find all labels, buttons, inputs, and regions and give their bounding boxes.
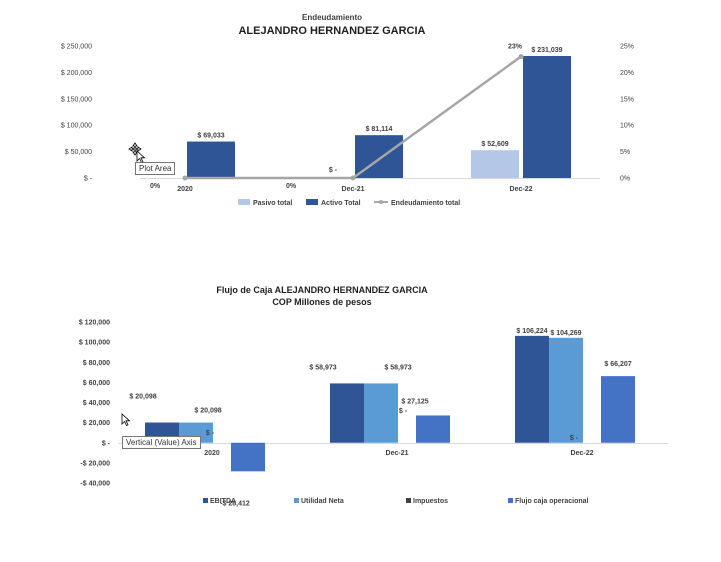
value-axis-tooltip: Vertical (Value) Axis [122,436,201,449]
chart2-legend-swatch [294,498,299,503]
move-cursor-icon [128,142,142,156]
chart2-data-label: $ 104,269 [550,330,581,337]
chart2-data-label: $ 20,098 [194,408,221,415]
chart1-bars[interactable] [187,56,571,178]
chart1-data-label: $ 231,039 [531,47,562,54]
chart1-data-label: $ 81,114 [366,126,393,133]
chart2-tick-label: $ 100,000 [79,340,110,347]
chart1-line[interactable] [182,54,524,181]
chart2-bar-flujo-caja-operacional[interactable] [231,442,265,472]
chart2-value-axis[interactable]: $ 120,000 $ 100,000 $ 80,000 $ 60,000 $ 40,0… [79,320,111,488]
chart2-tick-label: $ 80,000 [83,360,110,367]
chart2-tick-label: $ 40,000 [83,400,110,407]
chart2-bar-utilidad-neta[interactable] [549,337,583,443]
chart2-legend-label: Impuestos [413,498,448,505]
chart2-title: Flujo de Caja ALEJANDRO HERNANDEZ GARCIA [216,285,428,295]
chart2-bar-ebitda[interactable] [330,383,364,443]
chart2-data-label: $ 20,098 [129,394,156,401]
chart1-bar-pasivo-total[interactable] [471,150,519,178]
chart2-bar-ebitda[interactable] [515,335,549,443]
chart1-left-tick-label: $ 150,000 [61,96,92,103]
chart2-data-labels: $ 20,098 $ 20,098 $ - -$ 28,412 $ 58,973 $ 58… [129,328,631,507]
chart2-legend[interactable]: EBITDA Utilidad Neta Impuestos Flujo caja o… [203,498,589,505]
chart2-category-label: Dec-22 [571,450,594,457]
chart2-subtitle: COP Millones de pesos [272,297,371,307]
chart2-category-label: 2020 [204,450,220,457]
chart2-data-label: $ 58,973 [384,364,411,371]
chart1-data-label: $ - [329,167,338,174]
chart1-left-tick-label: $ 100,000 [61,123,92,130]
chart1-legend[interactable]: Pasivo total Activo Total Endeudamiento to… [238,199,460,207]
chart1-right-tick-label: 10% [620,123,634,130]
chart1-title: Endeudamiento [302,13,362,22]
chart1-left-axis[interactable]: $ 250,000 $ 200,000 $ 150,000 $ 100,000 $ 50… [61,44,93,183]
chart2-category-label: Dec-21 [386,450,409,457]
chart1-right-tick-label: 5% [620,149,630,156]
chart1-right-tick-label: 0% [620,176,630,183]
chart1-left-tick-label: $ - [84,176,93,183]
pointer-cursor-icon [136,150,146,164]
chart1-subtitle: ALEJANDRO HERNANDEZ GARCIA [238,25,425,37]
chart2-category-labels: 2020 Dec-21 Dec-22 [204,450,593,457]
chart2-data-label: $ 106,224 [516,328,547,335]
chart1-category-labels: 2020 Dec-21 Dec-22 [177,186,532,193]
chart1-legend-line-marker [379,200,383,204]
chart2-legend-swatch [203,498,208,503]
chart1-right-tick-label: 25% [620,44,634,51]
chart2-tick-label: $ 120,000 [79,320,110,327]
chart2-tick-label: $ 60,000 [83,380,110,387]
chart1-bar-activo-total[interactable] [187,141,235,178]
chart1-left-tick-label: $ 200,000 [61,70,92,77]
chart1-category-label: Dec-22 [510,186,533,193]
chart1-line-point[interactable] [350,175,356,181]
chart2-data-label: $ 27,125 [401,398,428,405]
chart2-bars[interactable] [145,335,635,472]
chart2-data-label: $ - [570,435,579,442]
plot-area-tooltip: Plot Area [135,162,176,175]
chart2-data-label: $ 66,207 [604,361,631,368]
chart2-legend-label: Flujo caja operacional [515,498,589,505]
chart1-data-labels: $ 69,033 $ - $ 81,114 $ 52,609 $ 231,039 0% 0%… [150,44,563,190]
chart1-legend-swatch [306,199,318,205]
chart2-tick-label: $ - [102,440,111,447]
chart2-data-label: $ - [399,408,408,415]
chart1-data-label: $ 69,033 [197,133,224,140]
chart1-line-label: 0% [286,183,297,190]
chart1-legend-label: Activo Total [321,200,361,207]
chart2-bar-flujo-caja-operacional[interactable] [416,415,450,443]
chart2-data-label: -$ 28,412 [220,500,250,507]
chart1-line-label: 0% [150,183,161,190]
chart2-legend-label: Utilidad Neta [301,498,344,505]
chart1-bar-activo-total[interactable] [523,56,571,178]
chart2-tick-label: -$ 40,000 [80,481,110,488]
chart2-tick-label: -$ 20,000 [80,460,110,467]
chart1-legend-label: Pasivo total [253,200,292,207]
chart1-line-label: 23% [508,44,523,51]
chart2-bar-utilidad-neta[interactable] [364,383,398,443]
chart1-right-tick-label: 15% [620,96,634,103]
chart1-line-point[interactable] [182,175,188,181]
chart2-legend-label: EBITDA [210,498,236,505]
chart1-line-point[interactable] [518,54,524,60]
chart2-tick-label: $ 20,000 [83,420,110,427]
chart2[interactable]: Flujo de Caja ALEJANDRO HERNANDEZ GARCIA… [79,285,668,507]
chart2-data-label: $ 58,973 [309,364,336,371]
chart1-category-label: 2020 [177,186,193,193]
chart2-legend-swatch [508,498,513,503]
chart1-legend-swatch [238,199,250,205]
pointer-cursor-icon [121,413,131,427]
chart1-left-tick-label: $ 50,000 [65,149,92,156]
chart1-legend-label: Endeudamiento total [391,200,460,207]
chart1-endeudamiento-line[interactable] [185,55,522,180]
chart2-legend-swatch [406,498,411,503]
chart1[interactable]: Endeudamiento ALEJANDRO HERNANDEZ GARCIA… [61,13,634,207]
chart1-right-axis[interactable]: 25% 20% 15% 10% 5% 0% [620,44,634,183]
chart1-right-tick-label: 20% [620,70,634,77]
chart1-left-tick-label: $ 250,000 [61,44,92,51]
chart2-bar-flujo-caja-operacional[interactable] [601,376,635,443]
chart1-data-label: $ 52,609 [481,141,508,148]
chart2-data-label: $ - [206,430,215,437]
chart1-category-label: Dec-21 [342,186,365,193]
